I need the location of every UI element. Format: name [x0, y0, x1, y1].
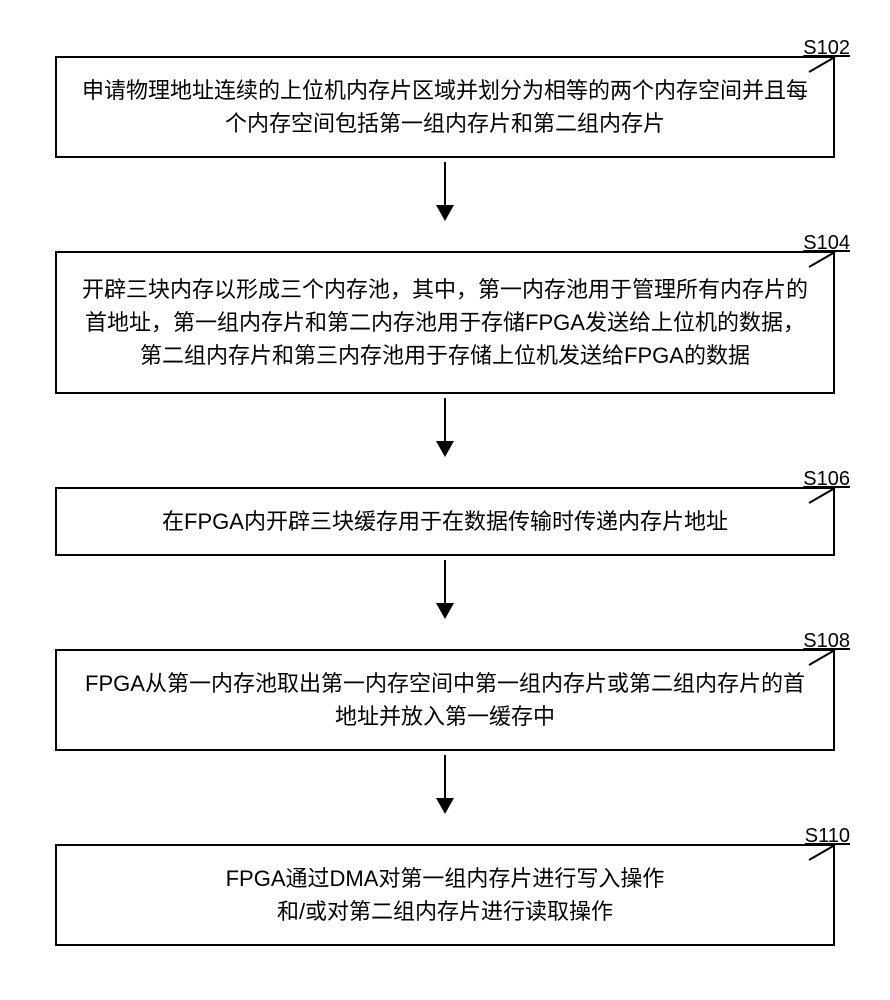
step-box-s104: 开辟三块内存以形成三个内存池，其中，第一内存池用于管理所有内存片的首地址，第一组…: [55, 251, 835, 394]
arrow-line: [444, 755, 446, 799]
arrow-head-icon: [436, 798, 454, 814]
arrow-1: [436, 162, 454, 221]
arrow-2: [436, 398, 454, 457]
step-label-s110: S110: [805, 825, 850, 848]
arrow-line: [444, 398, 446, 442]
arrow-3: [436, 560, 454, 619]
step-box-s108: FPGA从第一内存池取出第一内存空间中第一组内存片或第二组内存片的首地址并放入第…: [55, 649, 835, 751]
arrow-head-icon: [436, 205, 454, 221]
step-s102: S102 申请物理地址连续的上位机内存片区域并划分为相等的两个内存空间并且每个内…: [20, 30, 870, 158]
step-label-s102: S102: [803, 37, 850, 60]
step-s104: S104 开辟三块内存以形成三个内存池，其中，第一内存池用于管理所有内存片的首地…: [20, 225, 870, 394]
step-box-s106: 在FPGA内开辟三块缓存用于在数据传输时传递内存片地址: [55, 487, 835, 556]
step-s110: S110 FPGA通过DMA对第一组内存片进行写入操作 和/或对第二组内存片进行…: [20, 818, 870, 946]
step-label-s106: S106: [803, 468, 850, 491]
label-row: S108: [55, 623, 835, 653]
label-row: S104: [55, 225, 835, 255]
arrow-4: [436, 755, 454, 814]
step-label-s108: S108: [803, 630, 850, 653]
label-row: S106: [55, 461, 835, 491]
arrow-head-icon: [436, 441, 454, 457]
arrow-head-icon: [436, 603, 454, 619]
arrow-line: [444, 560, 446, 604]
label-row: S102: [55, 30, 835, 60]
step-box-s102: 申请物理地址连续的上位机内存片区域并划分为相等的两个内存空间并且每个内存空间包括…: [55, 56, 835, 158]
step-s106: S106 在FPGA内开辟三块缓存用于在数据传输时传递内存片地址: [20, 461, 870, 556]
label-row: S110: [55, 818, 835, 848]
step-box-s110: FPGA通过DMA对第一组内存片进行写入操作 和/或对第二组内存片进行读取操作: [55, 844, 835, 946]
step-s108: S108 FPGA从第一内存池取出第一内存空间中第一组内存片或第二组内存片的首地…: [20, 623, 870, 751]
arrow-line: [444, 162, 446, 206]
flowchart-container: S102 申请物理地址连续的上位机内存片区域并划分为相等的两个内存空间并且每个内…: [20, 30, 870, 946]
step-label-s104: S104: [803, 232, 850, 255]
